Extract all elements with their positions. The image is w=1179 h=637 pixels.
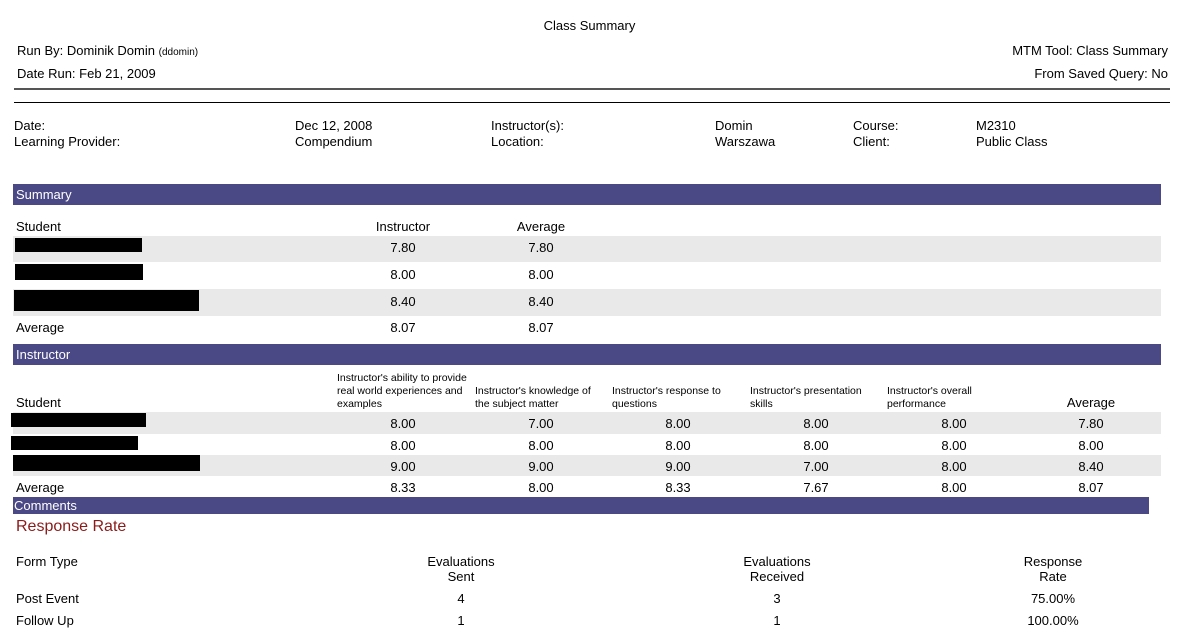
course-value: M2310 [976,118,1016,133]
run-by: Run By: Dominik Domin (ddomin) [17,43,198,58]
summary-row-2-average: 8.00 [528,267,554,282]
provider-label: Learning Provider: [14,134,121,149]
response-row-2-rate: 100.00% [1027,613,1079,628]
summary-row-1-instructor: 7.80 [390,240,416,255]
instructor-band: Instructor [13,344,1161,365]
instructor-col-average: Average [1066,395,1116,410]
col-sent-line-2: Sent [447,569,475,584]
summary-row-shade-1 [13,236,1161,262]
instructor-average-q2: 8.00 [528,480,554,495]
instructor-average-q4: 7.67 [803,480,829,495]
col-evaluations-sent: Evaluations Sent [391,554,531,584]
instructor-average-q1: 8.33 [390,480,416,495]
date-label: Date: [14,118,46,133]
instructor-row-2-q5: 8.00 [941,438,967,453]
client-value: Public Class [976,134,1048,149]
instructor-row-1-q2: 7.00 [528,416,554,431]
client-label: Client: [853,134,890,149]
question-header-4: Instructor's presentation skills [750,385,862,410]
response-row-2-received: 1 [773,613,781,628]
instructor-row-2-average: 8.00 [1078,438,1104,453]
summary-row-3-instructor: 8.40 [390,294,416,309]
question-header-3: Instructor's response to questions [612,385,721,410]
instructor-col-student: Student [16,395,61,410]
col-response-rate: Response Rate [993,554,1113,584]
col-received-line-1: Evaluations [743,554,811,569]
summary-col-instructor: Instructor [375,219,431,234]
provider-value: Compendium [295,134,373,149]
instructor-row-3-q4: 7.00 [803,459,829,474]
date-value: Dec 12, 2008 [295,118,373,133]
instructor-row-2-q4: 8.00 [803,438,829,453]
response-row-1-sent: 4 [457,591,465,606]
col-sent-line-1: Evaluations [427,554,495,569]
response-row-1-rate: 75.00% [1030,591,1076,606]
question-header-2: Instructor's knowledge of the subject ma… [475,385,591,410]
instructor-row-3-q1: 9.00 [390,459,416,474]
response-row-1-form: Post Event [16,591,79,606]
col-evaluations-received: Evaluations Received [707,554,847,584]
col-rate-line-1: Response [1023,554,1083,569]
summary-average-instructor: 8.07 [390,320,416,335]
redacted-student-name [15,264,143,280]
response-row-1-received: 3 [773,591,781,606]
instructor-row-2-q2: 8.00 [528,438,554,453]
summary-col-student: Student [16,219,61,234]
response-row-2-form: Follow Up [16,613,74,628]
date-run: Date Run: Feb 21, 2009 [17,66,156,81]
summary-row-shade-3 [13,289,1161,316]
instructor-row-3-q2: 9.00 [528,459,554,474]
location-label: Location: [491,134,544,149]
summary-row-2-instructor: 8.00 [390,267,416,282]
instructor-average-q3: 8.33 [665,480,691,495]
comments-band: Comments [13,497,1149,514]
instructor-row-shade-1 [13,412,1161,434]
response-row-2-sent: 1 [457,613,465,628]
summary-band: Summary [13,184,1161,205]
run-by-user: (ddomin) [158,47,199,58]
instructor-row-1-q5: 8.00 [941,416,967,431]
col-rate-line-2: Rate [1039,569,1067,584]
col-received-line-2: Received [749,569,805,584]
instructor-row-1-q4: 8.00 [803,416,829,431]
instructor-average-label: Average [16,480,65,495]
redacted-student-name [13,455,200,471]
response-rate-title: Response Rate [16,518,127,535]
instructor-row-1-q1: 8.00 [390,416,416,431]
instructor-average-q5: 8.00 [941,480,967,495]
instructor-row-3-q3: 9.00 [665,459,691,474]
instructor-row-1-average: 7.80 [1078,416,1104,431]
instructor-row-1-q3: 8.00 [665,416,691,431]
saved-query: From Saved Query: No [1034,66,1168,81]
instructor-row-shade-3 [13,455,1161,476]
summary-col-average: Average [516,219,566,234]
instructor-row-3-average: 8.40 [1078,459,1104,474]
instructor-row-2-q3: 8.00 [665,438,691,453]
report-title: Class Summary [543,18,636,33]
redacted-student-name [14,290,199,311]
course-label: Course: [853,118,899,133]
col-form-type: Form Type [16,554,78,569]
summary-row-1-average: 7.80 [528,240,554,255]
redacted-student-name [11,413,146,427]
summary-average-label: Average [16,320,65,335]
instructor-row-2-q1: 8.00 [390,438,416,453]
run-by-label: Run By: Dominik Domin [17,43,155,58]
summary-average-average: 8.07 [528,320,554,335]
instructor-label: Instructor(s): [491,118,564,133]
header-rule-thick [14,88,1170,90]
question-header-5: Instructor's overall performance [887,385,972,410]
redacted-student-name [11,436,138,450]
summary-row-3-average: 8.40 [528,294,554,309]
instructor-row-3-q5: 8.00 [941,459,967,474]
location-value: Warszawa [715,134,776,149]
tool-name: MTM Tool: Class Summary [1012,43,1168,58]
instructor-value: Domin [715,118,753,133]
header-rule-thin [14,102,1170,103]
redacted-student-name [15,238,142,252]
instructor-average-overall: 8.07 [1078,480,1104,495]
question-header-1: Instructor's ability to provide real wor… [337,372,467,410]
